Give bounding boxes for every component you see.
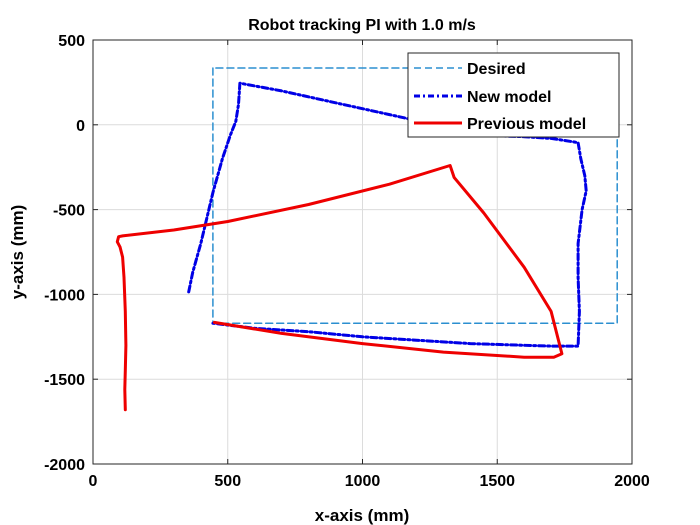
legend-label-new-model: New model [467, 89, 551, 106]
legend-label-previous-model: Previous model [467, 116, 586, 133]
series-line-new-model [187, 81, 588, 348]
y-tick-label: 500 [58, 33, 85, 50]
ticks: 0 500 1000 1500 2000 500 0 -500 -1000 -1500 -2000 [44, 33, 650, 490]
y-tick-label: -1500 [44, 372, 85, 389]
y-axis-label: y-axis (mm) [8, 205, 27, 299]
x-tick-label: 500 [214, 473, 241, 490]
legend: Desired New model Previous model [407, 52, 620, 138]
y-tick-label: -2000 [44, 457, 85, 474]
legend-label-desired: Desired [467, 61, 526, 78]
series-line-previous-model [115, 164, 564, 412]
x-tick-label: 1500 [479, 473, 515, 490]
y-tick-label: 0 [76, 118, 85, 135]
y-tick-label: -500 [53, 203, 85, 220]
x-tick-label: 2000 [614, 473, 650, 490]
x-tick-label: 0 [89, 473, 98, 490]
chart-title: Robot tracking PI with 1.0 m/s [248, 17, 476, 34]
y-tick-label: -1000 [44, 287, 85, 304]
x-axis-label: x-axis (mm) [315, 506, 409, 525]
x-tick-label: 1000 [345, 473, 381, 490]
